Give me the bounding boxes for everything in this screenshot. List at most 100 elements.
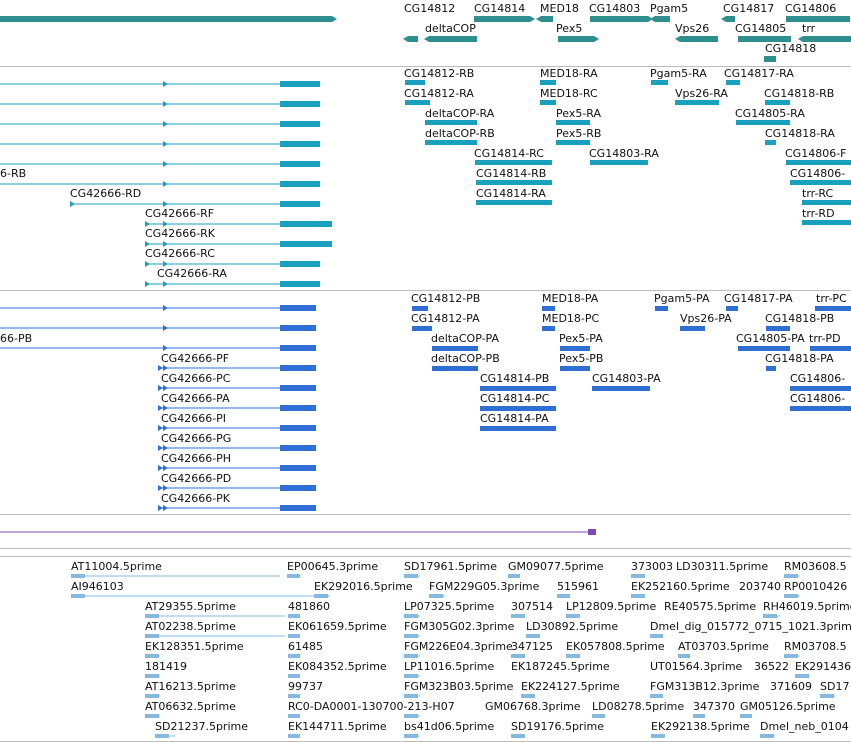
- est-block[interactable]: [566, 654, 580, 658]
- est-block[interactable]: [288, 654, 300, 658]
- transcript-label[interactable]: trr-RD: [802, 207, 835, 220]
- variant-marker[interactable]: [588, 529, 596, 535]
- est-label[interactable]: LP11016.5prime: [404, 660, 495, 673]
- est-label[interactable]: LD30892.5prime: [526, 620, 619, 633]
- est-block[interactable]: [508, 574, 520, 578]
- exon-block[interactable]: [655, 306, 668, 311]
- est-label[interactable]: 203740: [739, 580, 781, 593]
- gene-label[interactable]: CG14817: [723, 2, 775, 15]
- protein-label[interactable]: CG14814-PB: [480, 372, 550, 385]
- est-block[interactable]: [145, 614, 159, 618]
- exon-block[interactable]: [810, 346, 851, 351]
- gene-label[interactable]: trr: [802, 22, 816, 35]
- gene-label[interactable]: MED18: [540, 2, 579, 15]
- transcript-label[interactable]: CG14806-F: [785, 147, 847, 160]
- exon-block[interactable]: [280, 485, 316, 491]
- transcript-label[interactable]: trr-RC: [802, 187, 834, 200]
- est-label[interactable]: 307514: [511, 600, 553, 613]
- exon-block[interactable]: [802, 220, 851, 225]
- exon-block[interactable]: [786, 160, 851, 165]
- est-label[interactable]: SD17961.5prime: [404, 560, 497, 573]
- est-block[interactable]: [404, 614, 418, 618]
- exon-block[interactable]: [790, 386, 851, 391]
- protein-label[interactable]: CG14803-PA: [592, 372, 661, 385]
- gene-glyph[interactable]: [786, 16, 850, 22]
- gene-glyph[interactable]: [408, 36, 418, 42]
- protein-label[interactable]: MED18-PA: [542, 292, 599, 305]
- protein-label[interactable]: CG14806-: [790, 372, 846, 385]
- protein-label[interactable]: Pex5-PA: [559, 332, 603, 345]
- protein-label[interactable]: deltaCOP-PB: [431, 352, 500, 365]
- transcript-label[interactable]: CG14818-RA: [765, 127, 835, 140]
- est-label[interactable]: EP00645.3prime: [287, 560, 379, 573]
- est-block[interactable]: [288, 674, 300, 678]
- est-label[interactable]: GM09077.5prime: [508, 560, 604, 573]
- gene-glyph[interactable]: [558, 36, 594, 42]
- est-block[interactable]: [404, 714, 418, 718]
- exon-block[interactable]: [560, 346, 590, 351]
- gene-glyph[interactable]: [590, 16, 648, 22]
- est-label[interactable]: AT06632.5prime: [145, 700, 236, 713]
- exon-block[interactable]: [280, 221, 332, 227]
- exon-block[interactable]: [280, 385, 316, 391]
- est-label[interactable]: FGM313B12.3prime: [650, 680, 760, 693]
- est-block[interactable]: [404, 734, 418, 738]
- exon-block[interactable]: [726, 80, 740, 85]
- exon-block[interactable]: [280, 445, 316, 451]
- transcript-label[interactable]: Pex5-RA: [556, 107, 602, 120]
- exon-block[interactable]: [280, 181, 320, 187]
- est-block[interactable]: [784, 574, 798, 578]
- est-block[interactable]: [404, 634, 418, 638]
- exon-block[interactable]: [480, 386, 556, 391]
- est-label[interactable]: EK057808.5prime: [566, 640, 665, 653]
- est-label[interactable]: LP12809.5prime: [566, 600, 657, 613]
- protein-label[interactable]: CG42666-PC: [161, 372, 231, 385]
- est-block[interactable]: [145, 654, 159, 658]
- transcript-label[interactable]: CG14812-RA: [404, 87, 474, 100]
- transcript-label[interactable]: 6-RB: [0, 167, 27, 180]
- est-block[interactable]: [288, 694, 300, 698]
- est-label[interactable]: AT11004.5prime: [71, 560, 162, 573]
- gene-glyph[interactable]: [680, 36, 718, 42]
- est-label[interactable]: AI946103: [71, 580, 124, 593]
- est-label[interactable]: LP07325.5prime: [404, 600, 495, 613]
- protein-label[interactable]: Pex5-PB: [559, 352, 604, 365]
- est-block[interactable]: [631, 574, 645, 578]
- transcript-label[interactable]: CG42666-RC: [145, 247, 215, 260]
- exon-block[interactable]: [280, 241, 332, 247]
- exon-block[interactable]: [412, 326, 432, 331]
- exon-block[interactable]: [280, 505, 316, 511]
- protein-label[interactable]: trr-PC: [816, 292, 847, 305]
- est-label[interactable]: SD19176.5prime: [511, 720, 604, 733]
- exon-block[interactable]: [425, 120, 477, 125]
- est-block[interactable]: [288, 714, 300, 718]
- est-label[interactable]: AT29355.5prime: [145, 600, 236, 613]
- est-label[interactable]: RM03608.5: [784, 560, 847, 573]
- exon-block[interactable]: [280, 261, 320, 267]
- est-block[interactable]: [288, 734, 300, 738]
- exon-block[interactable]: [405, 100, 430, 105]
- est-label[interactable]: 61485: [288, 640, 323, 653]
- est-block[interactable]: [760, 734, 774, 738]
- est-label[interactable]: RP0010426: [784, 580, 848, 593]
- exon-block[interactable]: [432, 346, 478, 351]
- est-label[interactable]: AT02238.5prime: [145, 620, 236, 633]
- est-label[interactable]: EK144711.5prime: [288, 720, 387, 733]
- est-label[interactable]: FGM323B03.5prime: [404, 680, 514, 693]
- est-label[interactable]: EK292016.5prime: [314, 580, 413, 593]
- exon-block[interactable]: [280, 81, 320, 87]
- est-label[interactable]: bs41d06.5prime: [404, 720, 495, 733]
- exon-block[interactable]: [280, 161, 320, 167]
- est-label[interactable]: EK224127.5prime: [521, 680, 620, 693]
- est-label[interactable]: EK061659.5prime: [288, 620, 387, 633]
- est-label[interactable]: RM03708.5: [784, 640, 847, 653]
- est-label[interactable]: GM05126.5prime: [740, 700, 836, 713]
- protein-label[interactable]: CG14818-PA: [765, 352, 834, 365]
- est-block[interactable]: [820, 694, 834, 698]
- transcript-label[interactable]: CG14812-RB: [404, 67, 475, 80]
- gene-label[interactable]: Vps26: [675, 22, 710, 35]
- est-label[interactable]: EK187245.5prime: [511, 660, 610, 673]
- exon-block[interactable]: [480, 426, 556, 431]
- exon-block[interactable]: [556, 140, 590, 145]
- est-label[interactable]: LD30311.5prime: [676, 560, 769, 573]
